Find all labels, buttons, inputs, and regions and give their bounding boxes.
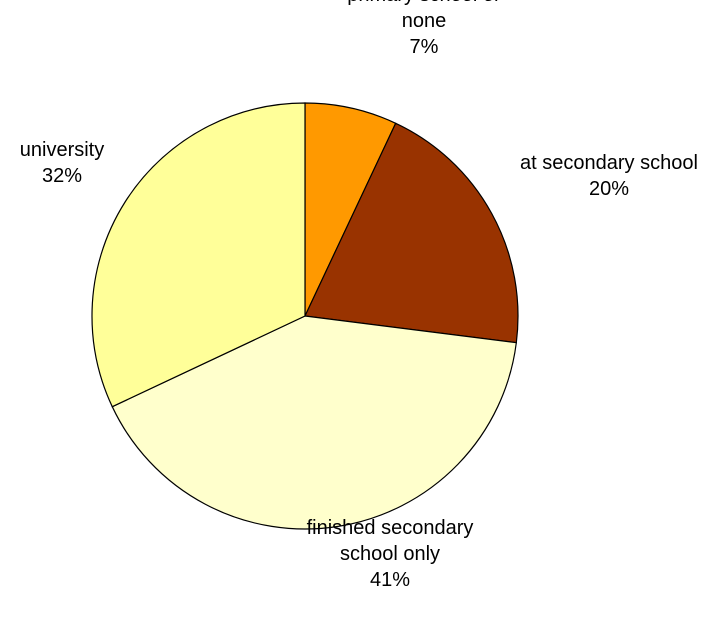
labels-layer: primary school or none 7% at secondary scho… <box>20 0 698 591</box>
slice-name-label: primary school or <box>347 0 501 6</box>
slice-percent-label: 20% <box>589 178 629 200</box>
slice-label-at-secondary-school: at secondary school 20% <box>520 152 698 200</box>
pie-slice-university <box>91 102 306 408</box>
slice-label-primary-school-or-none: primary school or none 7% <box>347 0 501 58</box>
slice-name-label: finished secondary <box>307 517 474 539</box>
slice-name-label: none <box>402 10 447 32</box>
slice-percent-label: 41% <box>370 569 410 591</box>
slices-layer <box>91 102 519 530</box>
slice-name-label: university <box>20 139 104 161</box>
pie-slice-finished-secondary-school-only <box>111 315 517 530</box>
slice-label-university: university 32% <box>20 139 104 187</box>
slice-name-label: at secondary school <box>520 152 698 174</box>
slice-name-label: school only <box>340 543 440 565</box>
pie-slice-at-secondary-school <box>304 122 519 344</box>
slice-percent-label: 7% <box>410 36 439 58</box>
slice-percent-label: 32% <box>42 165 82 187</box>
slice-label-finished-secondary-school-only: finished secondary school only 41% <box>307 517 474 591</box>
